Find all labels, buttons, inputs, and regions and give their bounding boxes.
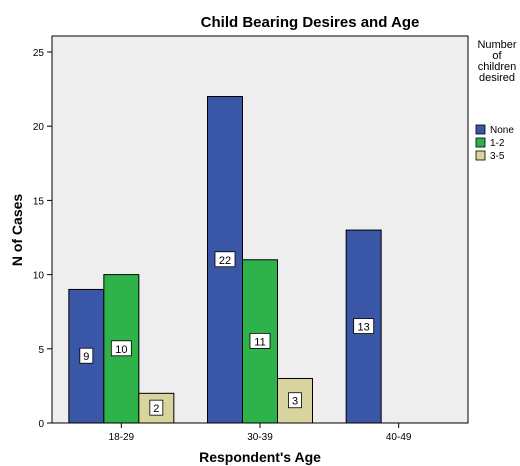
y-tick-label: 25 [33, 48, 45, 59]
y-axis-title: N of Cases [9, 194, 25, 267]
y-tick-label: 10 [33, 271, 45, 282]
legend-swatch [475, 124, 486, 135]
legend-title: of [492, 50, 502, 62]
data-label: 3 [292, 396, 298, 408]
x-tick-label: 40-49 [386, 432, 412, 443]
data-label: 9 [83, 351, 89, 363]
x-tick-label: 18-29 [109, 432, 135, 443]
bar [103, 274, 140, 424]
legend-title: children [478, 61, 517, 73]
data-label-box [79, 347, 94, 364]
data-label: 2 [153, 403, 159, 415]
y-tick-label: 15 [33, 196, 45, 207]
y-tick-label: 5 [38, 345, 44, 356]
data-label-box [249, 332, 271, 349]
x-tick-label: 30-39 [247, 432, 273, 443]
y-tick-label: 0 [38, 419, 44, 430]
legend-label: 1-2 [490, 138, 505, 149]
data-label: 10 [115, 344, 127, 356]
data-label-box [214, 251, 236, 268]
data-label-box [288, 392, 302, 409]
legend-title: Number [477, 39, 516, 51]
chart-title: Child Bearing Desires and Age [201, 14, 420, 31]
legend-title: desired [479, 72, 515, 84]
y-axis: 0 5 10 15 20 25 [33, 48, 52, 430]
data-label-box [149, 399, 164, 416]
data-label: 11 [254, 336, 265, 348]
data-label: 13 [358, 322, 370, 334]
data-label-box [353, 318, 375, 334]
legend-label: None [490, 125, 514, 136]
data-label-box [110, 340, 132, 357]
x-axis-title: Respondent's Age [199, 449, 321, 465]
x-axis: 18-29 30-39 40-49 [109, 423, 412, 443]
legend-swatch [475, 137, 486, 148]
bar [207, 96, 243, 424]
legend-label: 3-5 [490, 151, 505, 162]
y-tick-label: 20 [33, 122, 45, 133]
legend-swatch [475, 150, 486, 161]
data-label: 22 [219, 255, 231, 267]
